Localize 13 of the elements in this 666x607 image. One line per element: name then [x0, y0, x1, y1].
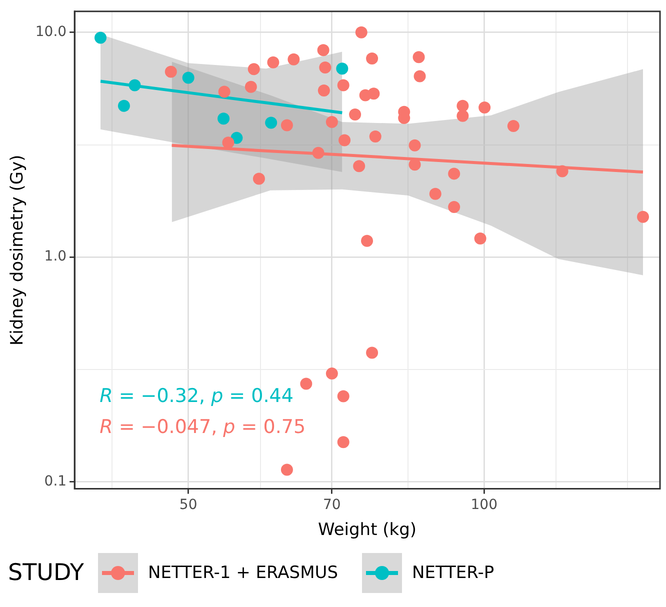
y-tick-label: 10.0: [35, 24, 67, 40]
y-axis-title: Kidney dosimetry (Gy): [8, 154, 28, 346]
annotation: R = −0.32, p = 0.44: [100, 384, 294, 407]
legend-title: STUDY: [8, 560, 84, 586]
x-tick-label: 50: [179, 496, 198, 513]
x-axis-title: Weight (kg): [318, 520, 417, 540]
y-tick-label: 0.1: [44, 473, 67, 490]
annotation: R = −0.047, p = 0.75: [100, 416, 306, 438]
x-tick-label: 70: [323, 496, 341, 513]
x-tick-label: 100: [470, 496, 498, 513]
legend-label: NETTER-1 + ERASMUS: [148, 563, 338, 583]
y-tick-label: 1.0: [44, 248, 67, 265]
legend-label: NETTER-P: [412, 563, 494, 583]
